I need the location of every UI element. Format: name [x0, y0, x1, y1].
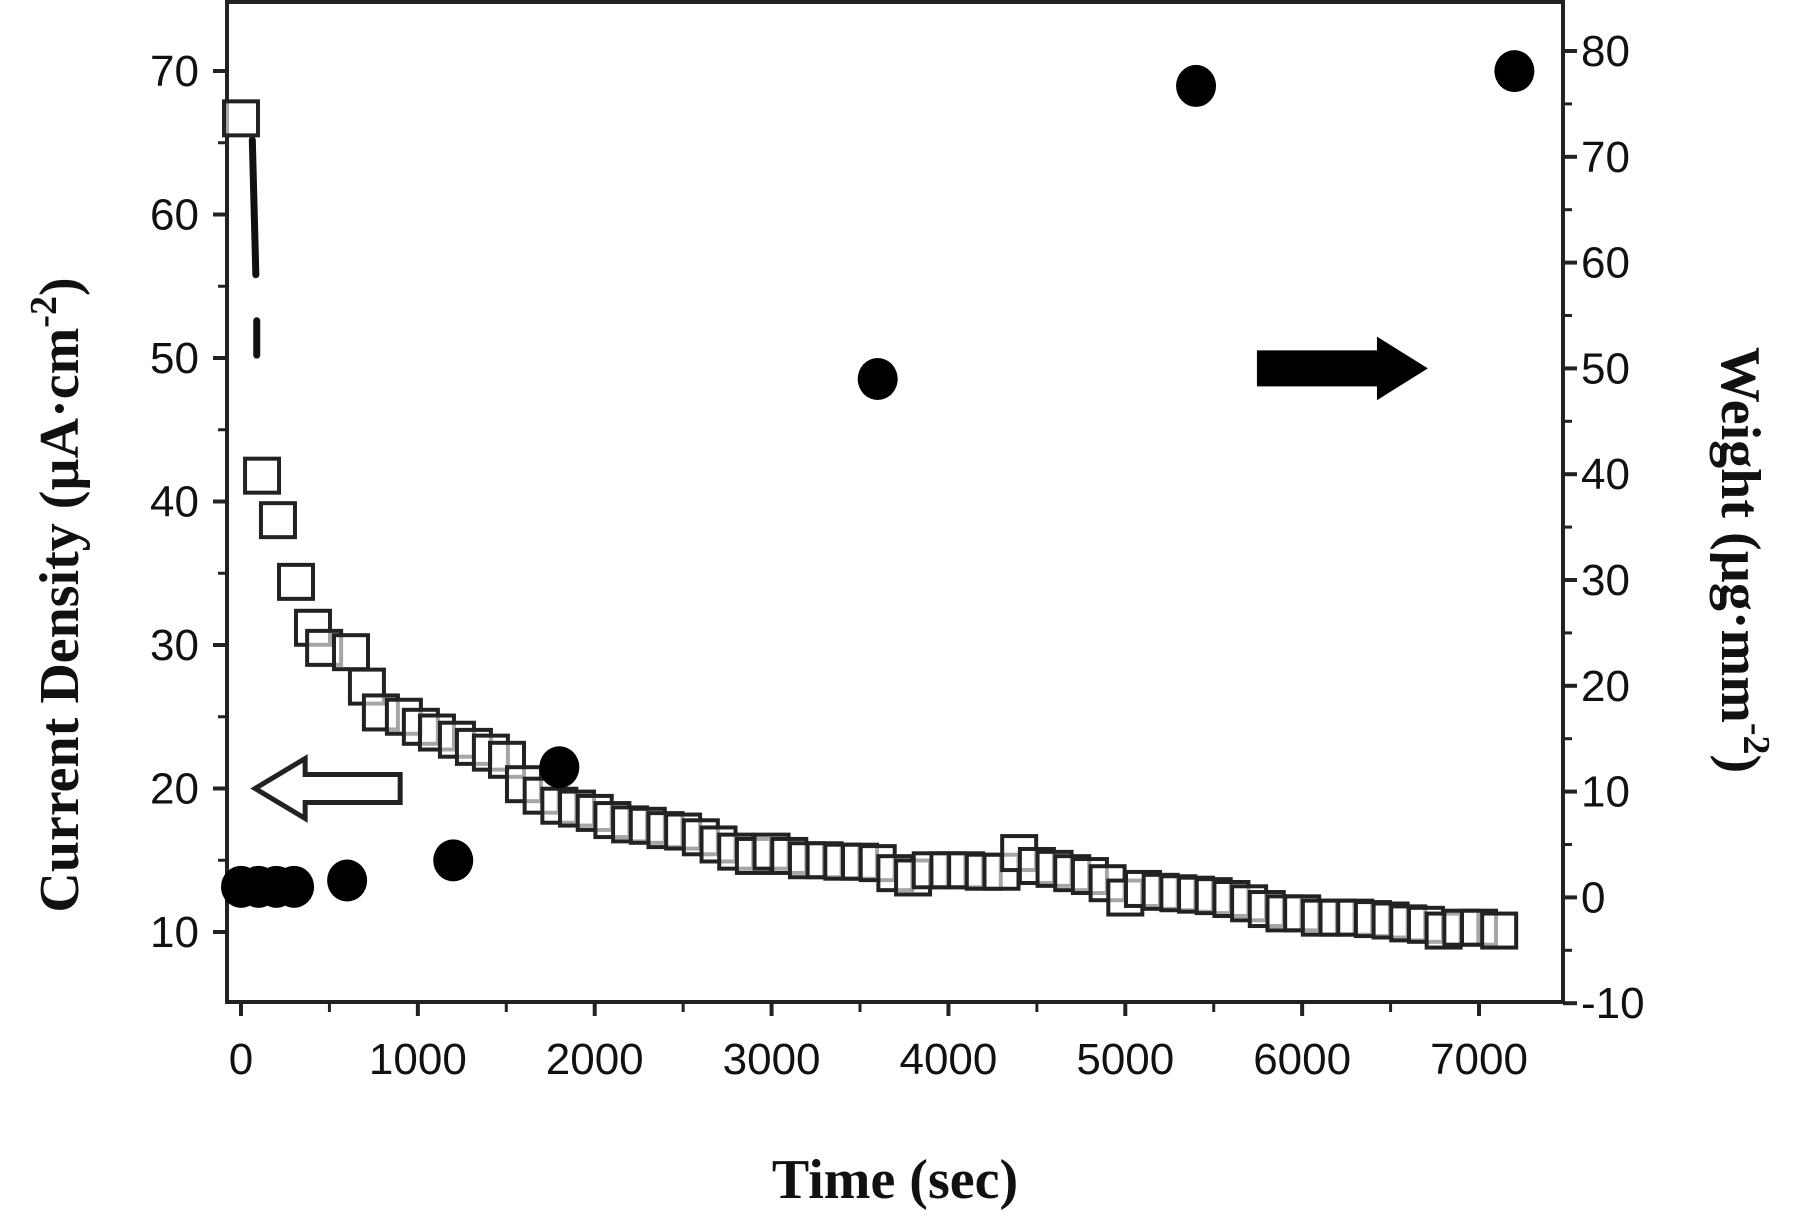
filled-circle-marker: [857, 357, 898, 400]
open-square-marker: [258, 501, 297, 540]
filled-circle-marker: [274, 865, 315, 908]
y-right-tick-label: 80: [1581, 27, 1630, 76]
x-tick-label: 4000: [899, 1035, 997, 1084]
y-right-tick-label: 30: [1581, 556, 1630, 605]
open-square-marker: [332, 633, 371, 672]
y-axis-right-title: Weight (µg·mm-2): [1709, 347, 1777, 773]
y-axis-left-title: Current Density (µA·cm-2): [23, 277, 91, 912]
open-square-marker: [1480, 911, 1519, 950]
x-tick-label: 1000: [369, 1035, 467, 1084]
y-axis-right-title-sup: -2: [1735, 723, 1777, 755]
y-right-tick-label: 70: [1581, 133, 1630, 182]
arrow-right-icon: [1256, 336, 1428, 401]
x-tick-label: 3000: [723, 1035, 821, 1084]
y-axis-left-title-main: Current Density (µA·cm: [29, 328, 91, 913]
y-axis-right-title-main: Weight (µg·mm: [1709, 347, 1771, 723]
filled-circle-marker: [539, 746, 580, 789]
y-axis-left-title-sup: -2: [23, 296, 65, 328]
y-left-tick-label: 20: [150, 765, 199, 814]
y-left-tick-label: 10: [150, 908, 199, 957]
y-left-tick-label: 40: [150, 478, 199, 527]
series-current-density: [222, 99, 1519, 950]
y-right-tick-label: 60: [1581, 239, 1630, 288]
y-left-tick-label: 70: [150, 47, 199, 96]
annotations: [250, 336, 1428, 823]
y-axis-right: -10 0 10 20 30 40 50 60 70 80: [1563, 27, 1645, 1028]
x-axis-title: Time (sec): [772, 1149, 1018, 1211]
x-tick-label: 5000: [1076, 1035, 1174, 1084]
y-left-tick-label: 50: [150, 334, 199, 383]
filled-circle-marker: [1176, 64, 1217, 107]
y-axis-left-title-close: ): [29, 277, 91, 296]
filled-circle-marker: [1494, 50, 1535, 93]
y-right-tick-label: 40: [1581, 450, 1630, 499]
y-right-tick-label: 50: [1581, 344, 1630, 393]
filled-circle-marker: [433, 839, 474, 882]
y-right-tick-label: -10: [1581, 979, 1645, 1028]
y-left-tick-label: 30: [150, 621, 199, 670]
x-tick-label: 2000: [546, 1035, 644, 1084]
x-tick-label: 6000: [1253, 1035, 1351, 1084]
open-square-marker: [277, 562, 316, 601]
series-weight: [221, 50, 1535, 908]
y-right-tick-label: 20: [1581, 662, 1630, 711]
y-left-tick-label: 60: [150, 191, 199, 240]
open-square-marker: [222, 99, 260, 138]
y-right-tick-label: 0: [1581, 873, 1605, 922]
dense-data-trace: [248, 136, 260, 279]
filled-circle-marker: [327, 859, 368, 902]
y-right-tick-label: 10: [1581, 768, 1630, 817]
x-axis: 0 1000 2000 3000 4000 5000 6000 7000: [229, 1002, 1528, 1084]
x-tick-label: 7000: [1430, 1035, 1528, 1084]
arrow-left-icon: [250, 754, 403, 823]
y-axis-left: 10 20 30 40 50 60 70: [150, 47, 227, 957]
x-tick-label: 0: [229, 1035, 253, 1084]
y-axis-right-title-close: ): [1709, 755, 1771, 774]
open-square-marker: [243, 456, 282, 495]
